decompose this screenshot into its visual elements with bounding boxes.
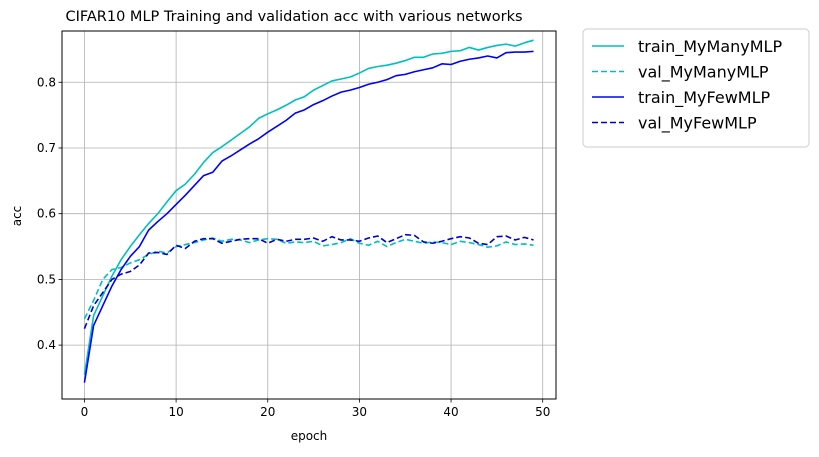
x-tick-label: 0	[81, 405, 89, 419]
series-line-val-myfewmlp	[83, 233, 534, 329]
x-tick-label: 20	[260, 405, 275, 419]
y-axis: 0.4 0.5 0.6 0.7 0.8	[37, 75, 62, 352]
legend-label: train_MyManyMLP	[638, 37, 782, 57]
legend-frame	[582, 28, 810, 148]
x-axis: 0 10 20 30 40 50	[81, 399, 550, 419]
x-tick-label: 30	[352, 405, 367, 419]
x-tick-label: 10	[168, 405, 183, 419]
y-axis-label: acc	[10, 206, 24, 227]
legend-label: train_MyFewMLP	[638, 88, 770, 108]
legend-label: val_MyManyMLP	[638, 63, 769, 83]
series-line-train-myfewmlp	[83, 50, 534, 383]
plot-frame	[61, 30, 557, 400]
x-tick-label: 40	[443, 405, 458, 419]
y-tick-label: 0.5	[37, 272, 56, 286]
grid	[62, 31, 556, 399]
x-axis-label: epoch	[291, 429, 328, 443]
legend-label: val_MyFewMLP	[638, 114, 757, 134]
series-line-val-mymanymlp	[83, 237, 534, 320]
chart-title: CIFAR10 MLP Training and validation acc …	[65, 9, 522, 25]
y-tick-label: 0.4	[37, 338, 56, 352]
legend: train_MyManyMLP val_MyManyMLP train_MyFewM…	[582, 28, 810, 148]
y-tick-label: 0.6	[37, 207, 56, 221]
series-layer	[83, 39, 534, 383]
x-tick-label: 50	[535, 405, 550, 419]
y-tick-label: 0.8	[37, 75, 56, 89]
y-tick-label: 0.7	[37, 141, 56, 155]
series-line-train-mymanymlp	[83, 39, 534, 375]
